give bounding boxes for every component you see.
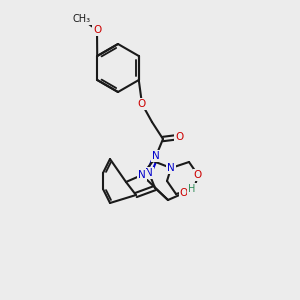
Text: O: O: [180, 188, 188, 198]
Text: H: H: [188, 184, 196, 194]
Text: O: O: [175, 132, 183, 142]
Text: O: O: [93, 25, 101, 35]
Text: N: N: [145, 168, 153, 178]
Text: N: N: [167, 163, 175, 173]
Text: O: O: [138, 99, 146, 109]
Text: O: O: [194, 170, 202, 180]
Text: N: N: [138, 170, 146, 180]
Text: N: N: [152, 151, 160, 161]
Text: CH₃: CH₃: [73, 14, 91, 24]
